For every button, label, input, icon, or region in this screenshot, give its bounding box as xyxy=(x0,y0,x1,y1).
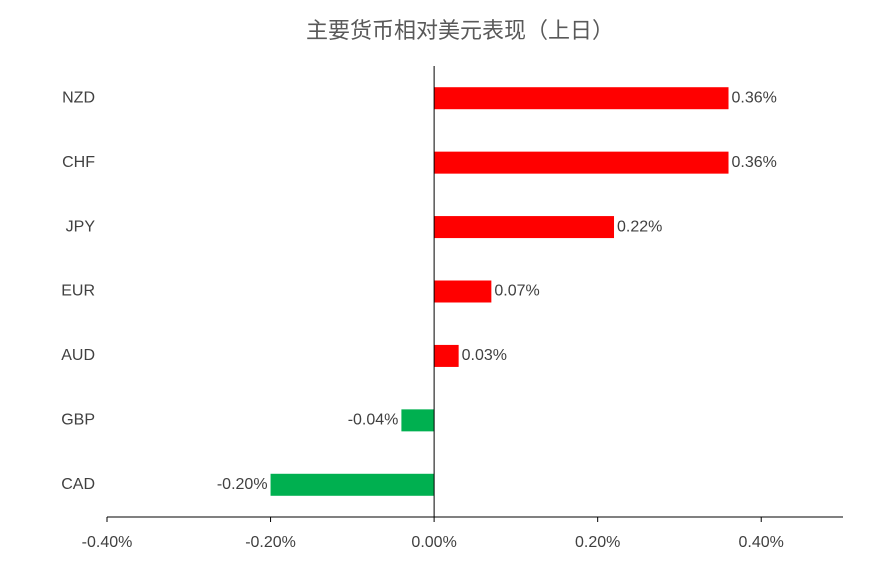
value-label: 0.36% xyxy=(732,154,777,171)
y-tick-label: GBP xyxy=(61,412,95,429)
x-tick-label: 0.40% xyxy=(739,534,784,551)
y-tick-label: AUD xyxy=(61,347,95,364)
bar xyxy=(270,473,435,496)
value-label: 0.36% xyxy=(732,89,777,106)
chart-title: 主要货币相对美元表现（上日） xyxy=(306,18,614,43)
bar xyxy=(434,87,729,110)
bar xyxy=(434,216,615,239)
bar xyxy=(434,151,729,174)
y-tick-label: CHF xyxy=(62,154,95,171)
bar xyxy=(434,344,459,367)
bar xyxy=(434,280,492,303)
bar xyxy=(401,409,435,432)
y-tick-label: JPY xyxy=(66,218,96,235)
x-tick-label: -0.20% xyxy=(245,534,296,551)
value-label: 0.03% xyxy=(462,347,507,364)
y-tick-label: CAD xyxy=(61,476,95,493)
value-label: -0.20% xyxy=(217,476,268,493)
value-label: -0.04% xyxy=(348,412,399,429)
x-tick-label: 0.00% xyxy=(411,534,456,551)
value-label: 0.22% xyxy=(617,218,662,235)
x-tick-label: 0.20% xyxy=(575,534,620,551)
y-tick-label: NZD xyxy=(62,89,95,106)
x-tick-label: -0.40% xyxy=(82,534,133,551)
y-tick-label: EUR xyxy=(61,283,95,300)
value-label: 0.07% xyxy=(494,283,539,300)
